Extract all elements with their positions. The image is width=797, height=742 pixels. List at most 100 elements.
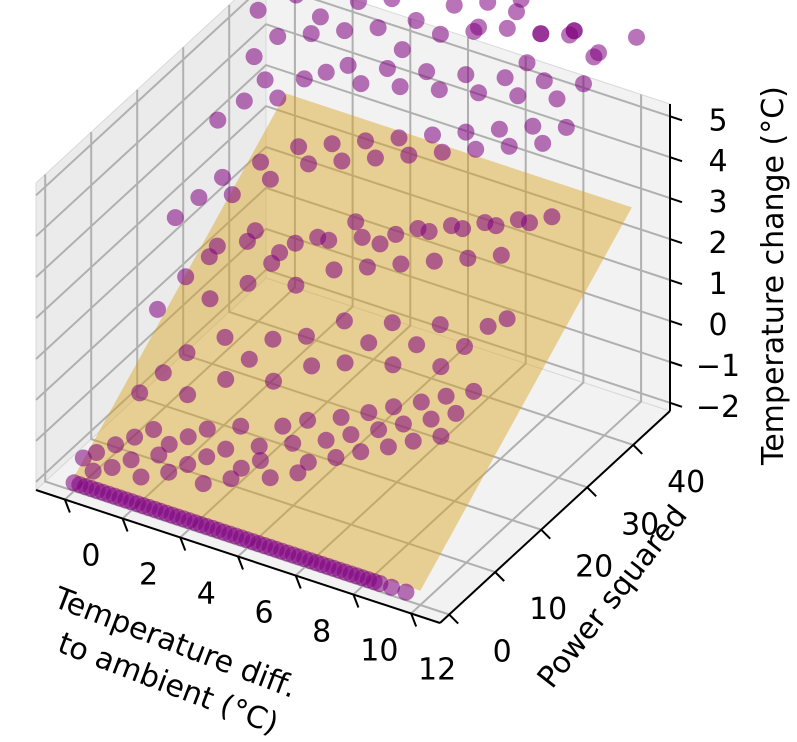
- scatter-point: [256, 71, 274, 89]
- scatter-point: [289, 0, 303, 4]
- y-tick-mark: [540, 529, 551, 540]
- scatter-point: [74, 449, 92, 467]
- z-tick-mark: [669, 401, 683, 408]
- scatter-point: [249, 1, 267, 19]
- scatter-point: [261, 170, 279, 188]
- scatter-point: [84, 462, 102, 480]
- scatter-point: [383, 578, 400, 596]
- scatter-point: [498, 19, 516, 37]
- scatter-point: [299, 411, 317, 429]
- scatter-point: [366, 149, 384, 167]
- z-tick-mark: [669, 197, 683, 204]
- y-tick-label: 40: [667, 465, 705, 500]
- scatter-point: [286, 234, 304, 252]
- scatter-point: [378, 60, 396, 77]
- scatter-point: [370, 421, 388, 439]
- scatter-point: [145, 421, 163, 438]
- y-axis-line: [439, 410, 671, 624]
- scatter-point: [333, 152, 351, 170]
- scatter-point: [393, 41, 411, 59]
- scatter-point: [251, 452, 269, 469]
- scatter-point: [223, 186, 241, 204]
- grid-line-z: [35, 104, 671, 319]
- scatter-point: [217, 440, 235, 458]
- scatter-point: [160, 463, 178, 481]
- scatter-point: [198, 420, 216, 438]
- scatter-point: [320, 231, 338, 249]
- z-tick-label: −2: [696, 390, 740, 425]
- scatter-point: [209, 111, 227, 129]
- scatter-point: [391, 78, 409, 96]
- scatter-point: [397, 583, 415, 601]
- scatter-point: [154, 364, 172, 382]
- scatter-point: [433, 143, 451, 161]
- scatter-point: [383, 0, 401, 8]
- scatter-point: [585, 48, 603, 66]
- scatter-point: [492, 246, 510, 264]
- x-tick-label: 6: [254, 596, 273, 631]
- scatter-point: [179, 428, 197, 446]
- x-tick-label: 0: [81, 539, 100, 574]
- grid-line-z: [35, 0, 671, 197]
- scatter-point: [299, 453, 317, 471]
- x-tick-mark: [63, 499, 71, 513]
- y-tick-label: 20: [575, 550, 613, 585]
- grid-line-x: [121, 0, 354, 520]
- scatter-point: [384, 356, 402, 374]
- scatter-point: [339, 56, 357, 74]
- scatter-point: [150, 446, 168, 464]
- scatter-point: [179, 456, 197, 473]
- y-tick-label: 30: [621, 507, 659, 542]
- scatter-point: [201, 290, 219, 308]
- z-tick-label: 3: [708, 185, 727, 220]
- grid-line-x: [410, 94, 643, 615]
- scatter-point: [521, 214, 538, 232]
- z-tick-label: −1: [696, 349, 740, 384]
- scatter-point: [432, 427, 450, 445]
- scatter-point: [290, 138, 308, 156]
- scatter-point: [432, 358, 450, 376]
- grid-line-z: [35, 23, 671, 237]
- scatter-point: [352, 443, 370, 461]
- scatter-point: [323, 135, 341, 153]
- scatter-point: [269, 28, 287, 45]
- x-tick-label: 2: [139, 558, 158, 593]
- scatter-point: [465, 22, 483, 40]
- scatter-point: [470, 84, 487, 102]
- scatter-point: [232, 459, 250, 477]
- scatter-point: [430, 81, 448, 99]
- scatter-point: [342, 426, 360, 444]
- grid-line-x: [352, 75, 585, 596]
- scatter-point: [245, 48, 263, 66]
- scatter-point: [317, 63, 335, 81]
- scatter-point: [222, 470, 240, 488]
- scatter-point: [387, 225, 405, 243]
- scatter-point: [336, 22, 354, 40]
- regression-plane: [74, 93, 632, 591]
- scatter-points-layer: [65, 0, 645, 601]
- z-tick-mark: [669, 319, 683, 326]
- scatter-point: [500, 137, 518, 155]
- scatter-point: [487, 217, 505, 235]
- y-tick-label: 0: [493, 635, 512, 670]
- scatter-point: [369, 19, 387, 37]
- scatter-point: [178, 344, 196, 362]
- scatter-point: [132, 468, 150, 486]
- x-tick-mark: [179, 537, 187, 551]
- scatter-point: [400, 146, 418, 164]
- scatter-point: [289, 464, 307, 482]
- scatter-point: [490, 120, 508, 138]
- scatter-point: [198, 448, 216, 466]
- scatter-point: [534, 134, 552, 152]
- z-tick-mark: [669, 279, 683, 285]
- scatter-point: [336, 354, 354, 372]
- scatter-point: [200, 248, 218, 266]
- scatter-point: [437, 387, 455, 405]
- scatter-point: [166, 209, 184, 227]
- scatter-point: [456, 338, 473, 355]
- x-tick-mark: [121, 518, 129, 532]
- scatter-point: [327, 449, 345, 466]
- z-tick-mark: [669, 360, 683, 367]
- scatter-point: [467, 140, 485, 158]
- scatter-point: [557, 118, 575, 136]
